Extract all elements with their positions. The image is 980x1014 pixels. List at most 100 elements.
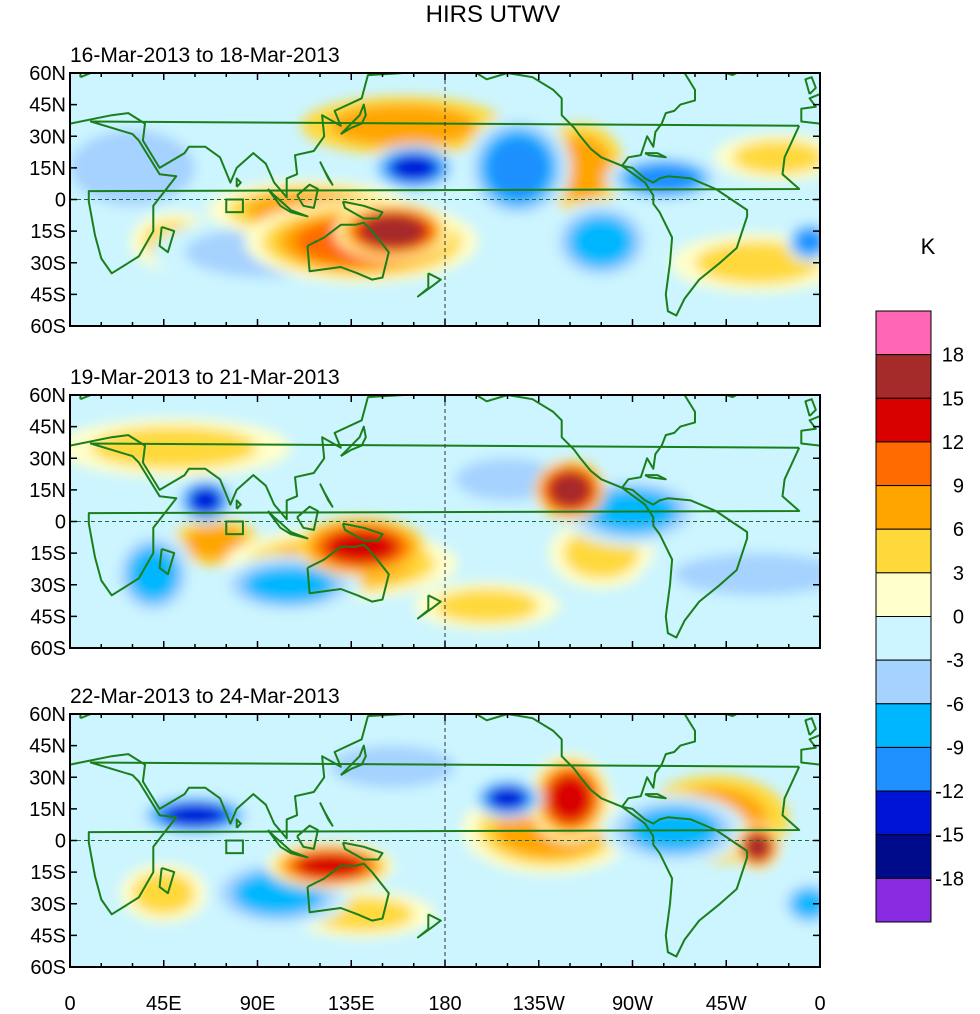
coastline: [725, 714, 738, 718]
colorbar-swatch: [875, 877, 932, 923]
lat-tick-label: 45N: [29, 417, 66, 439]
lat-tick-label: 0: [55, 512, 66, 534]
coastline: [416, 594, 442, 620]
coastline: [475, 395, 696, 489]
lat-tick-label: 45S: [30, 284, 66, 306]
coastline: [87, 761, 801, 916]
colorbar-level-label: 3: [953, 563, 964, 585]
coastline: [235, 499, 242, 510]
coastline: [416, 913, 442, 939]
coastline: [319, 802, 334, 827]
figure-title: HIRS UTWV: [426, 1, 561, 28]
colorbar-swatch: [875, 790, 932, 836]
coastline: [267, 510, 309, 540]
anomaly-contour: [488, 787, 527, 810]
lat-tick-label: 15S: [30, 221, 66, 243]
panel-3-coastlines: [70, 714, 820, 958]
lat-tick-label: 60S: [30, 957, 66, 979]
lat-tick-label: 30S: [30, 575, 66, 597]
coastline: [621, 805, 749, 958]
colorbar-level-label: -3: [946, 650, 964, 672]
colorbar-level-label: 0: [953, 607, 964, 629]
lon-tick-label: 0: [64, 993, 75, 1014]
colorbar-level-label: -9: [946, 737, 964, 759]
coastline: [158, 866, 176, 895]
coastline: [87, 120, 801, 275]
anomaly-contour: [551, 473, 589, 506]
coastline: [804, 76, 817, 95]
coastline: [340, 744, 367, 776]
lon-tick-label: 90W: [612, 993, 653, 1014]
panel-3-subtitle: 22-Mar-2013 to 24-Mar-2013: [70, 685, 340, 708]
anomaly-contour: [791, 889, 820, 919]
map-panel-2: 19-Mar-2013 to 21-Mar-2013 60N 45N 30N 15N 0…: [29, 366, 821, 660]
coastline: [800, 73, 820, 125]
anomaly-contour: [695, 241, 820, 284]
lat-tick-label: 60N: [29, 63, 66, 85]
anomaly-contour: [745, 834, 770, 860]
lat-tick-label: 45N: [29, 736, 66, 758]
panel-1-gridlines: [70, 73, 820, 326]
colorbar-level-label: 6: [953, 519, 964, 541]
anomaly-contour: [732, 140, 820, 175]
lat-tick-label: 60S: [30, 316, 66, 338]
anomaly-contour: [674, 553, 820, 596]
lat-tick-label: 15S: [30, 543, 66, 565]
panel-2-gridlines: [70, 395, 820, 648]
lat-tick-label: 15N: [29, 158, 66, 180]
coastline: [158, 547, 176, 576]
colorbar-level-label: 9: [953, 476, 964, 498]
colorbar: K 18 15 12 9 6 3 0 -3 -6 -9 -12 -15 -18: [875, 234, 964, 923]
colorbar-swatch: [875, 659, 932, 705]
coastline: [800, 714, 820, 766]
coastline: [87, 442, 801, 597]
colorbar-swatch: [875, 616, 932, 661]
colorbar-swatch: [875, 397, 932, 443]
lat-tick-label: 30N: [29, 126, 66, 148]
anomaly-contour: [325, 529, 399, 564]
colorbar-swatch: [875, 746, 932, 792]
coastline: [79, 73, 92, 79]
anomaly-contour: [568, 216, 634, 268]
coastline: [70, 395, 405, 521]
anomaly-contour: [547, 774, 593, 823]
coastline: [340, 425, 367, 457]
coastline: [621, 486, 749, 639]
coastline: [644, 474, 667, 481]
panel-3-axes: 60N 45N 30N 15N 0 15S 30S 45S 60S: [29, 704, 821, 979]
map-panel-3: 22-Mar-2013 to 24-Mar-2013 60N 45N 30N 15N 0…: [29, 685, 821, 979]
coastline: [267, 188, 309, 218]
colorbar-level-label: -15: [935, 825, 964, 847]
panel-2-axes: 60N 45N 30N 15N 0 15S 30S 45S 60S: [29, 385, 821, 660]
colorbar-level-label: -12: [935, 781, 964, 803]
lon-tick-label: 45E: [146, 993, 182, 1014]
lat-tick-label: 30N: [29, 448, 66, 470]
coastline: [158, 225, 176, 254]
panel-1-field: [70, 73, 820, 326]
coastline: [340, 103, 367, 135]
colorbar-swatch: [875, 572, 932, 617]
coastline: [235, 177, 242, 188]
colorbar-swatch: [875, 310, 932, 356]
lat-tick-label: 60N: [29, 385, 66, 407]
coastline: [621, 164, 749, 317]
lon-tick-label: 0: [814, 993, 825, 1014]
anomaly-contour: [390, 155, 438, 181]
anomaly-contour: [487, 137, 548, 199]
colorbar-swatch: [875, 354, 932, 399]
anomaly-contour: [330, 104, 477, 147]
colorbar-swatch: [875, 485, 932, 530]
coastline: [725, 73, 738, 77]
coastline: [416, 272, 442, 298]
coastline: [644, 152, 667, 159]
colorbar-swatch: [875, 441, 932, 487]
anomaly-contour: [163, 803, 227, 827]
colorbar-swatch: [875, 528, 932, 574]
panel-1-axes: 60N 45N 30N 15N 0 15S 30S 45S 60S: [29, 63, 821, 338]
anomaly-contour: [455, 458, 560, 501]
anomaly-contour: [128, 546, 179, 602]
coastline: [235, 818, 242, 829]
coastline: [79, 714, 92, 720]
coastline: [804, 398, 817, 417]
